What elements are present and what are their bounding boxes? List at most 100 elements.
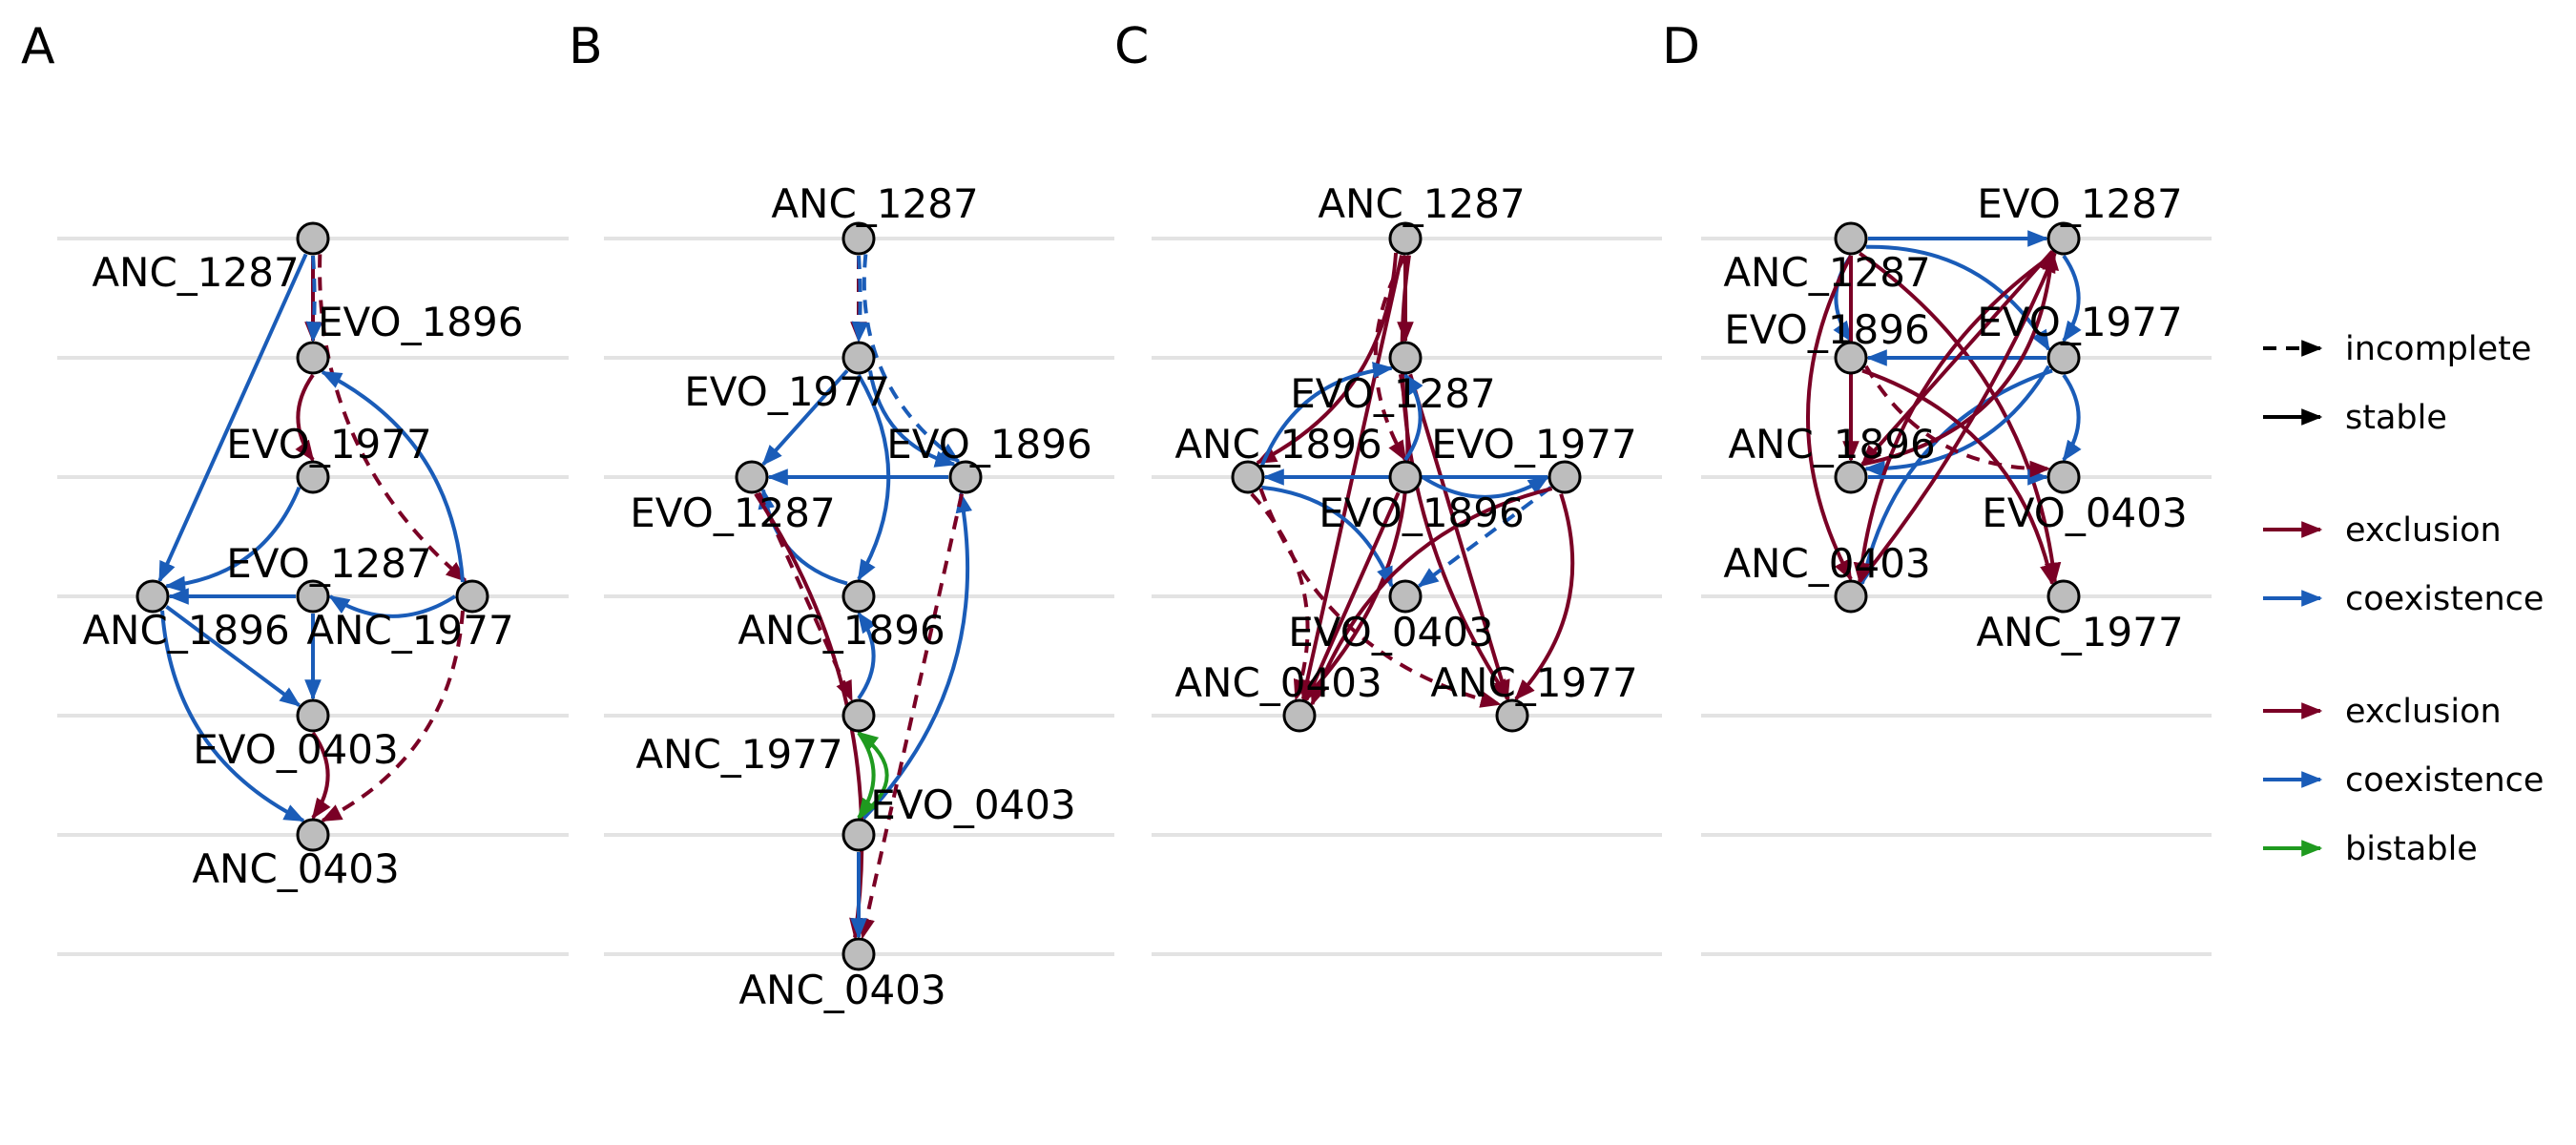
- panel-d-node-label-anc-1896: ANC_1896: [1728, 421, 1935, 468]
- legend-label-bistable: bistable: [2345, 830, 2478, 868]
- panel-b-edge-evo-1896-to-anc-0403: [858, 493, 965, 940]
- panel-d-edge-anc-1287-to-anc-0403: [1806, 255, 1853, 581]
- panel-b-node-label-anc-0403: ANC_0403: [738, 967, 945, 1013]
- panel-c-edge-anc-1287-to-evo-1977: [1373, 254, 1407, 462]
- panel-d-node-anc-1896: [1834, 460, 1868, 494]
- panel-c-node-label-anc-0403: ANC_0403: [1174, 659, 1381, 706]
- panel-d-edge-evo-1977-to-anc-0403: [1858, 368, 2053, 586]
- panel-b-node-label-evo-1896: EVO_1896: [886, 421, 1091, 468]
- panel-b-node-label-anc-1287: ANC_1287: [771, 180, 978, 227]
- panel-d-edge-evo-1287-to-evo-1977: [2062, 254, 2082, 343]
- panel-b-labels: ANC_1287 EVO_1977 EVO_1287 EVO_1896 ANC_1896…: [630, 180, 1091, 1013]
- panel-c-node-label-anc-1287: ANC_1287: [1318, 180, 1525, 227]
- panel-a-node-label-anc-0403: ANC_0403: [192, 845, 399, 892]
- panel-c-node-evo-0403: [1388, 579, 1423, 614]
- panel-b: B ANC_1287 EVO_1977 EVO_1287 EVO_1896 ANC_18…: [569, 18, 1114, 1013]
- panel-b-node-evo-0403: [841, 818, 876, 852]
- panel-d-node-label-anc-1287: ANC_1287: [1723, 249, 1930, 296]
- legend-label-coexistence: coexistence: [2345, 580, 2544, 618]
- panel-a-node-label-anc-1287: ANC_1287: [92, 249, 299, 296]
- panel-b-edge-anc-1977-to-anc-1896: [857, 612, 877, 700]
- panel-a-node-anc-1977: [455, 579, 489, 614]
- panel-b-edge-anc-1287-to-evo-1977: [851, 255, 869, 344]
- panel-b-edge-evo-1977-to-evo-1896: [868, 370, 957, 468]
- legend-label-coexistence: coexistence: [2345, 761, 2544, 800]
- panel-c-edge-evo-1977-to-evo-1896: [1421, 475, 1549, 499]
- legend-label-stable: stable: [2345, 399, 2447, 437]
- panel-c-edge-evo-1287-to-anc-1977: [1408, 373, 1510, 701]
- panel-d-nodes: [1834, 221, 2081, 614]
- panel-a-node-evo-1977: [296, 460, 330, 494]
- panel-c-edge-anc-1287-to-anc-1896: [1255, 252, 1399, 465]
- panel-a-node-label-evo-1287: EVO_1287: [226, 540, 431, 587]
- panel-d-edge-anc-0403-to-evo-1287: [1858, 251, 2057, 583]
- panel-a-edge-anc-1896-to-anc-0403: [160, 610, 305, 822]
- panel-c-nodes: [1231, 221, 1582, 733]
- panel-a-edge-evo-1896-to-evo-1977: [295, 373, 315, 462]
- panel-d-node-label-evo-1977: EVO_1977: [1977, 299, 2182, 345]
- panel-b-node-evo-1896: [948, 460, 983, 494]
- panel-letter-a: A: [21, 18, 55, 75]
- panel-b-nodes: [735, 221, 983, 971]
- panel-c-node-label-evo-1287: EVO_1287: [1290, 370, 1495, 417]
- panel-c-edge-evo-1977-to-evo-1287: [1403, 373, 1423, 462]
- panel-b-node-anc-1896: [841, 579, 876, 614]
- legend-label-exclusion: exclusion: [2345, 511, 2502, 550]
- panel-a-node-anc-1287: [296, 221, 330, 256]
- panel-d-node-evo-1896: [1834, 341, 1868, 375]
- panel-d: D ANC_1287 EVO_1287 EVO_1896 EVO_1977 ANC_18…: [1662, 18, 2212, 956]
- panel-b-node-label-anc-1977: ANC_1977: [635, 731, 842, 778]
- panel-d-node-label-evo-1287: EVO_1287: [1977, 180, 2182, 227]
- panel-d-edge-anc-1896-to-evo-1287: [1861, 249, 2060, 467]
- panel-c-node-anc-1287: [1388, 221, 1423, 256]
- panel-a-node-label-evo-1896: EVO_1896: [318, 299, 523, 345]
- legend-label-exclusion: exclusion: [2345, 693, 2502, 731]
- panel-b-node-label-evo-1977: EVO_1977: [684, 368, 889, 415]
- panel-a-node-anc-1896: [135, 579, 170, 614]
- panel-b-node-anc-1977: [841, 698, 876, 733]
- panel-a: A ANC_1287 EVO_1896 EVO_1977 EVO_1287 ANC_18…: [21, 18, 569, 956]
- panel-b-edges: [754, 254, 973, 940]
- panel-d-edge-evo-1287-to-anc-1896: [1860, 250, 2054, 467]
- panel-b-node-anc-1287: [841, 221, 876, 256]
- panel-a-node-evo-0403: [296, 698, 330, 733]
- panel-a-nodes: [135, 221, 489, 852]
- panel-letter-d: D: [1662, 18, 1700, 75]
- panel-b-node-evo-1287: [735, 460, 769, 494]
- panel-a-edge-anc-1287-to-evo-1896: [305, 255, 323, 344]
- panel-d-node-label-anc-1977: ANC_1977: [1976, 609, 2183, 656]
- panel-c-node-label-anc-1896: ANC_1896: [1174, 421, 1381, 468]
- panel-a-node-label-anc-1977: ANC_1977: [306, 607, 513, 654]
- panel-c-edge-evo-1896-to-anc-0403: [1310, 487, 1553, 707]
- panel-d-edge-evo-1977-to-anc-1896: [1863, 364, 2051, 478]
- panel-a-edge-evo-1977-to-anc-1896: [164, 486, 301, 593]
- panel-c-node-anc-0403: [1282, 698, 1317, 733]
- panel-a-labels: ANC_1287 EVO_1896 EVO_1977 EVO_1287 ANC_1896…: [82, 249, 523, 892]
- panel-b-edge-anc-1287-to-evo-1896: [862, 254, 961, 464]
- panel-letter-c: C: [1114, 18, 1149, 75]
- panel-c-node-label-evo-1896: EVO_1896: [1319, 489, 1524, 536]
- panel-c-edge-evo-1287-to-anc-0403: [1302, 373, 1410, 701]
- panel-a-edge-anc-1896-to-evo-0403: [165, 605, 301, 707]
- panel-c-node-evo-1287: [1388, 341, 1423, 375]
- panel-a-node-label-anc-1896: ANC_1896: [82, 607, 289, 654]
- panel-a-edge-anc-1977-to-evo-1287: [328, 594, 457, 618]
- legend: incomplete stable exclusion coexistence excl…: [2263, 330, 2544, 868]
- panel-d-node-evo-0403: [2046, 460, 2081, 494]
- panel-a-edge-anc-1287-to-anc-1977: [318, 254, 467, 583]
- panel-b-node-label-evo-0403: EVO_0403: [870, 781, 1075, 828]
- panel-a-node-label-evo-1977: EVO_1977: [226, 421, 431, 468]
- panel-c-node-evo-1896: [1548, 460, 1582, 494]
- panel-d-node-label-anc-0403: ANC_0403: [1723, 540, 1930, 587]
- panel-a-node-evo-1896: [296, 341, 330, 375]
- panel-c-edge-evo-1896-to-evo-0403: [1417, 486, 1552, 588]
- panel-b-edge-evo-1977-to-evo-1287: [761, 369, 849, 467]
- panel-c-node-anc-1977: [1495, 698, 1529, 733]
- panel-c-node-label-evo-1977: EVO_1977: [1431, 421, 1636, 468]
- panel-a-edge-evo-0403-to-anc-0403: [311, 731, 331, 820]
- panel-a-edges: [157, 253, 467, 822]
- panel-c-edge-evo-1977-to-anc-0403: [1304, 491, 1401, 702]
- panel-a-edge-anc-1287-to-anc-1896: [157, 253, 308, 583]
- panel-a-edge-anc-1977-to-evo-1896: [321, 370, 465, 583]
